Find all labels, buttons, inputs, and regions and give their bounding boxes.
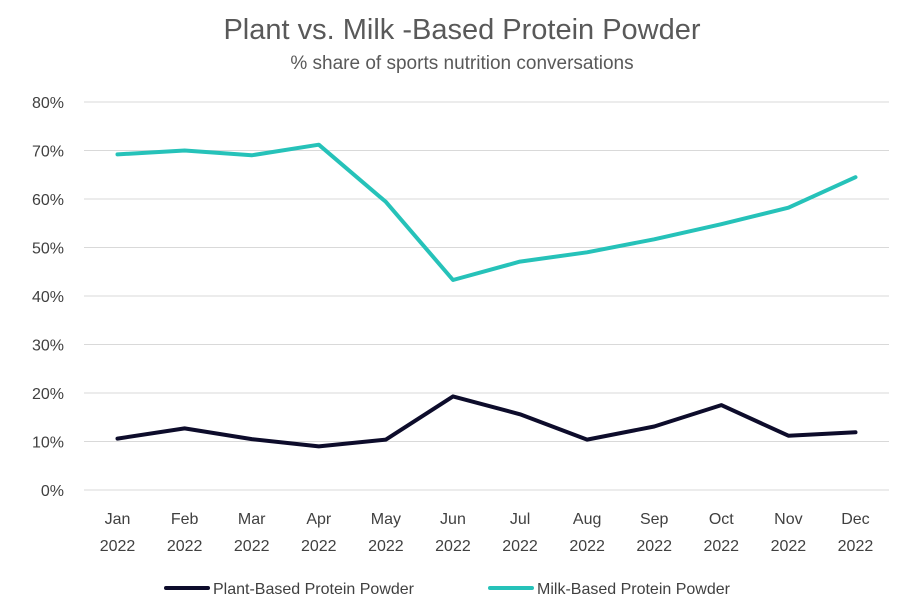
y-tick-label: 60% (32, 192, 64, 209)
series-line-plant-based (115, 394, 858, 449)
x-tick-label: Mar 2022 (234, 511, 270, 555)
y-tick-label: 80% (32, 95, 64, 112)
y-tick-label: 10% (32, 435, 64, 452)
x-tick-label: Jun 2022 (435, 511, 471, 555)
y-tick-label: 50% (32, 241, 64, 258)
y-tick-label: 0% (41, 483, 64, 500)
gridlines (84, 101, 889, 491)
legend-label: Milk-Based Protein Powder (537, 581, 731, 598)
y-tick-label: 40% (32, 289, 64, 306)
series-line-milk-based (115, 142, 858, 282)
x-tick-label: Aug 2022 (569, 511, 605, 555)
x-tick-label: Nov 2022 (771, 511, 807, 555)
x-tick-label: Jan 2022 (100, 511, 136, 555)
x-tick-label: May 2022 (368, 511, 404, 555)
y-tick-label: 30% (32, 338, 64, 355)
x-axis-ticks: Jan 2022 Feb 2022 Mar 2022 Apr 2022 May 2022 Jun 20… (100, 511, 874, 555)
y-tick-label: 70% (32, 144, 64, 161)
x-tick-label: Feb 2022 (167, 511, 203, 555)
legend-label: Plant-Based Protein Powder (213, 581, 415, 598)
x-tick-label: Apr 2022 (301, 511, 337, 555)
chart-title: Plant vs. Milk -Based Protein Powder (223, 14, 700, 46)
x-tick-label: Sep 2022 (636, 511, 672, 555)
x-tick-label: Oct 2022 (703, 511, 739, 555)
x-tick-label: Dec 2022 (838, 511, 874, 555)
chart-subtitle: % share of sports nutrition conversation… (290, 53, 633, 74)
x-tick-label: Jul 2022 (502, 511, 538, 555)
y-axis-ticks: 0% 10% 20% 30% 40% 50% 60% 70% 80% (32, 95, 64, 500)
y-tick-label: 20% (32, 386, 64, 403)
legend: Plant-Based Protein Powder Milk-Based Pro… (164, 581, 731, 598)
series-lines (115, 142, 858, 449)
